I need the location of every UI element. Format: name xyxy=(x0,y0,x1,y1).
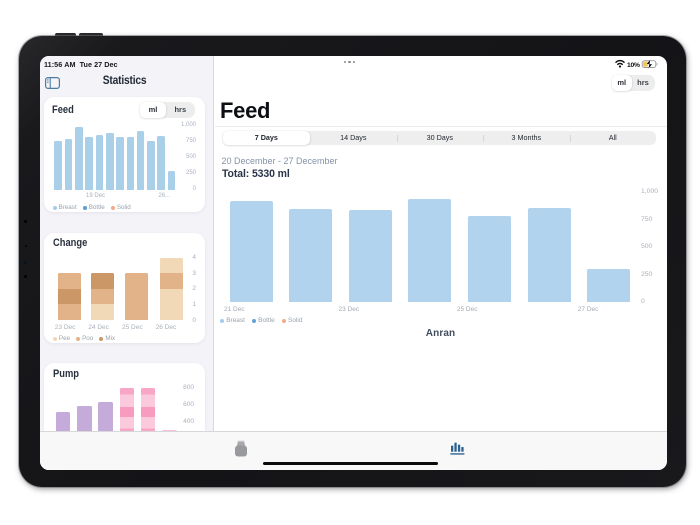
svg-text:10%: 10% xyxy=(627,62,640,69)
